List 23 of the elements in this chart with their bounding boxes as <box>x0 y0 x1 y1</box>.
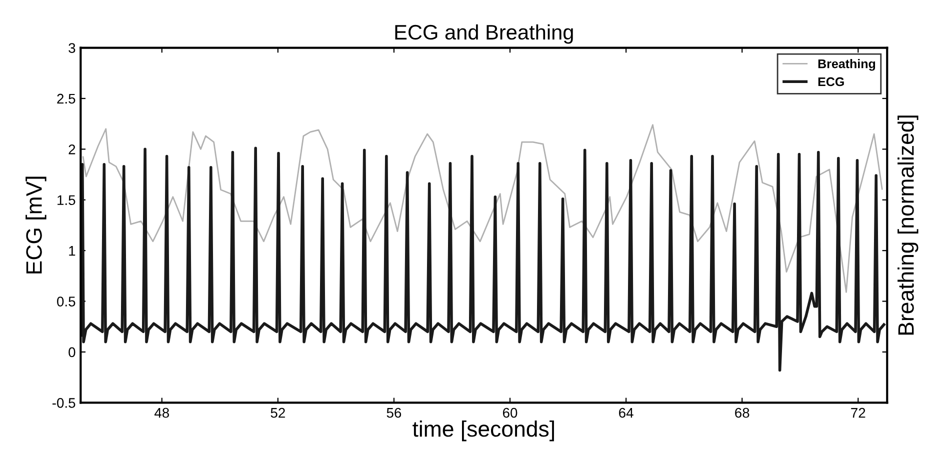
y-tick-label: 1.5 <box>58 195 76 206</box>
y-tick-label: 3 <box>68 43 76 53</box>
x-tick-label: 60 <box>502 408 518 418</box>
legend-label: ECG <box>818 77 844 86</box>
y-axis-title: ECG [mV] <box>26 176 46 274</box>
y2-axis-title: Breathing [normalized] <box>898 116 918 335</box>
legend-label: Breathing <box>818 59 876 71</box>
line-series <box>82 124 883 293</box>
y-tick-label: 2.5 <box>57 94 76 104</box>
y-tick-label: 1 <box>69 246 76 256</box>
chart-title: ECG and Breathing <box>395 24 573 44</box>
line-series <box>80 146 886 372</box>
y-tick-label: 2 <box>68 144 76 154</box>
y-tick-label: 0 <box>68 347 76 358</box>
x-tick-label: 72 <box>851 408 866 418</box>
x-tick-label: 68 <box>735 408 750 418</box>
x-tick-label: 52 <box>270 408 285 418</box>
x-tick-label: 64 <box>619 408 634 418</box>
x-tick-label: 48 <box>154 408 169 418</box>
y-tick-label: -0.5 <box>52 398 76 408</box>
y-tick-label: 0.5 <box>57 296 76 306</box>
x-axis-title: time [seconds] <box>412 420 554 442</box>
x-tick-label: 56 <box>386 408 402 418</box>
